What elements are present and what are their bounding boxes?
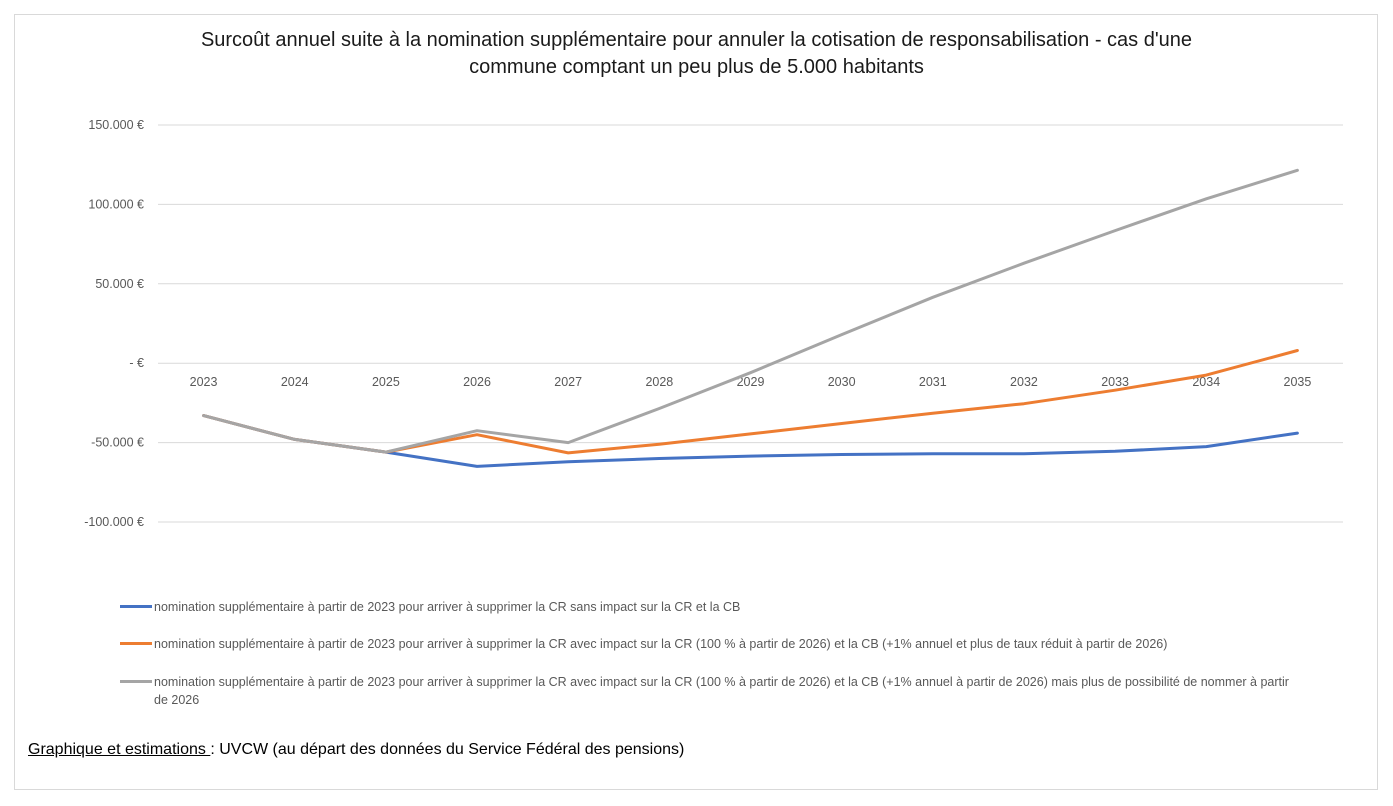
legend-swatch-2 [120, 642, 152, 645]
series-lines [202, 168, 1299, 468]
y-axis-tick-labels: 150.000 € 100.000 € 50.000 € - € -50.000 € -1… [84, 118, 144, 529]
x-tick-label: 2034 [1192, 375, 1220, 389]
series-line-1 [202, 414, 1299, 468]
chart-frame [14, 14, 1378, 790]
x-tick-label: 2028 [645, 375, 673, 389]
y-tick-label: -100.000 € [84, 515, 144, 529]
legend-label-3: nomination supplémentaire à partir de 20… [154, 675, 1289, 707]
chart-title: Surcoût annuel suite à la nomination sup… [0, 27, 1393, 81]
x-tick-label: 2026 [463, 375, 491, 389]
y-tick-label: 50.000 € [95, 277, 144, 291]
y-tick-label: -50.000 € [91, 436, 144, 450]
x-tick-label: 2027 [554, 375, 582, 389]
x-tick-label: 2025 [372, 375, 400, 389]
x-tick-label: 2023 [190, 375, 218, 389]
legend-swatch-3 [120, 680, 152, 683]
source-label: Graphique et estimations [28, 741, 211, 758]
x-tick-label: 2032 [1010, 375, 1038, 389]
legend-label-2: nomination supplémentaire à partir de 20… [154, 637, 1168, 651]
x-axis-tick-labels: 2023 2024 2025 2026 2027 2028 2029 2030 2031 2032… [190, 375, 1312, 389]
x-tick-label: 2031 [919, 375, 947, 389]
chart-title-line-2: commune comptant un peu plus de 5.000 ha… [469, 56, 924, 78]
y-tick-label: 100.000 € [88, 197, 144, 211]
series-line-3 [202, 168, 1299, 454]
legend-swatch-1 [120, 605, 152, 608]
source-note: Graphique et estimations : UVCW (au dépa… [28, 741, 684, 759]
source-text: : UVCW (au départ des données du Service… [210, 741, 685, 758]
x-tick-label: 2030 [828, 375, 856, 389]
x-tick-label: 2024 [281, 375, 309, 389]
series-line-2 [202, 349, 1299, 455]
x-tick-label: 2029 [737, 375, 765, 389]
gridlines [158, 124, 1343, 523]
legend-label-1: nomination supplémentaire à partir de 20… [154, 600, 741, 614]
y-tick-label: 150.000 € [88, 118, 144, 132]
chart-title-line-1: Surcoût annuel suite à la nomination sup… [200, 29, 1193, 51]
y-tick-label: - € [129, 356, 144, 370]
x-tick-label: 2033 [1101, 375, 1129, 389]
x-tick-label: 2035 [1284, 375, 1312, 389]
